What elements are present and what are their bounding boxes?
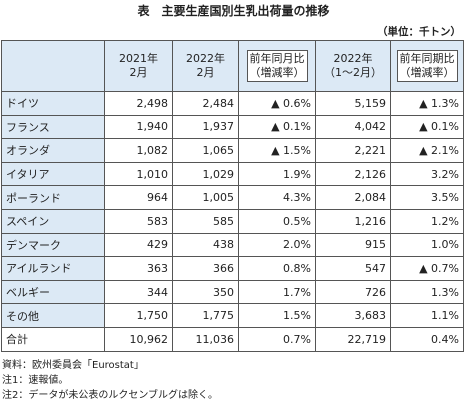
row-label: アイルランド: [1, 256, 105, 281]
cell: 1,065: [172, 138, 239, 163]
cell: 583: [104, 208, 173, 234]
cell: 2,221: [315, 138, 391, 163]
cell: 366: [172, 256, 239, 281]
note: 注2：データが未公表のルクセンブルグは除く。: [2, 390, 219, 401]
cell: 1.9%: [238, 161, 316, 187]
cell: 1,010: [104, 161, 173, 187]
row-label: イタリア: [1, 161, 105, 187]
cell: 4,042: [315, 114, 391, 140]
cell: 1,216: [315, 208, 391, 234]
cell: 1,029: [172, 161, 239, 187]
cell: ▲ 0.1%: [238, 114, 316, 140]
cell: 1.5%: [238, 303, 316, 328]
table-row: ドイツ 2,498 2,484 ▲ 0.6% 5,159 ▲ 1.3%: [1, 91, 464, 116]
cell: 429: [104, 232, 173, 258]
row-label: ベルギー: [1, 279, 105, 305]
table-row: ポーランド 964 1,005 4.3% 2,084 3.5%: [1, 185, 464, 210]
row-label: オランダ: [1, 138, 105, 163]
table-row: ベルギー 344 350 1.7% 726 1.3%: [1, 279, 464, 305]
cell: 0.8%: [238, 256, 316, 281]
cell: 11,036: [172, 326, 239, 352]
header-text: 前年同月比 （増減率）: [246, 50, 308, 82]
cell: ▲ 0.6%: [238, 91, 316, 116]
column-header: 2022年 （1～2月）: [315, 40, 391, 92]
cell: 2,498: [104, 91, 173, 116]
header-text: 前年同期比 （増減率）: [396, 50, 458, 82]
unit: （単位：千トン）: [377, 26, 461, 38]
column-header: 前年同月比 （増減率）: [238, 40, 316, 92]
cell: 350: [172, 279, 239, 305]
cell: ▲ 1.5%: [238, 138, 316, 163]
table-row: スペイン 583 585 0.5% 1,216 1.2%: [1, 208, 464, 234]
cell: 3.5%: [390, 185, 464, 210]
cell: 344: [104, 279, 173, 305]
table-row: イタリア 1,010 1,029 1.9% 2,126 3.2%: [1, 161, 464, 187]
cell: 1,940: [104, 114, 173, 140]
cell: 3,683: [315, 303, 391, 328]
cell: 915: [315, 232, 391, 258]
row-label: デンマーク: [1, 232, 105, 258]
column-header: [1, 40, 105, 92]
cell: 2,084: [315, 185, 391, 210]
cell: 1.2%: [390, 208, 464, 234]
cell: 1.3%: [390, 279, 464, 305]
table: 2021年 2月 2022年 2月 前年同月比 （増減率） 2022年 （1～2月）前…: [1, 40, 464, 352]
title: 表 主要生産国別生乳出荷量の推移: [137, 4, 330, 18]
cell: 1,750: [104, 303, 173, 328]
table-row: 合計 10,962 11,036 0.7% 22,719 0.4%: [1, 326, 464, 352]
table-row: デンマーク 429 438 2.0% 915 1.0%: [1, 232, 464, 258]
table-row: オランダ 1,082 1,065 ▲ 1.5% 2,221 ▲ 2.1%: [1, 138, 464, 163]
row-label: フランス: [1, 114, 105, 140]
row-label: 合計: [1, 326, 105, 352]
cell: ▲ 1.3%: [390, 91, 464, 116]
cell: 1.1%: [390, 303, 464, 328]
table-row: その他 1,750 1,775 1.5% 3,683 1.1%: [1, 303, 464, 328]
notes: 資料：欧州委員会「Eurostat」 注1：速報値。注2：データが未公表のルクセン…: [2, 358, 218, 403]
row-label: スペイン: [1, 208, 105, 234]
table-row: フランス 1,940 1,937 ▲ 0.1% 4,042 ▲ 0.1%: [1, 114, 464, 140]
cell: 1.0%: [390, 232, 464, 258]
cell: 547: [315, 256, 391, 281]
cell: 585: [172, 208, 239, 234]
cell: 964: [104, 185, 173, 210]
cell: 2.0%: [238, 232, 316, 258]
cell: 1.7%: [238, 279, 316, 305]
row-label: ポーランド: [1, 185, 105, 210]
header-row: 2021年 2月 2022年 2月 前年同月比 （増減率） 2022年 （1～2月）前…: [1, 40, 464, 92]
cell: 0.4%: [390, 326, 464, 352]
table-row: アイルランド 363 366 0.8% 547 ▲ 0.7%: [1, 256, 464, 281]
note: 資料：欧州委員会「Eurostat」: [2, 360, 144, 371]
cell: ▲ 0.1%: [390, 114, 464, 140]
cell: 1,937: [172, 114, 239, 140]
cell: 438: [172, 232, 239, 258]
cell: 22,719: [315, 326, 391, 352]
cell: 1,082: [104, 138, 173, 163]
column-header: 2021年 2月: [104, 40, 173, 92]
cell: 2,126: [315, 161, 391, 187]
row-label: その他: [1, 303, 105, 328]
cell: ▲ 0.7%: [390, 256, 464, 281]
cell: 10,962: [104, 326, 173, 352]
cell: 2,484: [172, 91, 239, 116]
column-header: 前年同期比 （増減率）: [390, 40, 464, 92]
cell: 4.3%: [238, 185, 316, 210]
note: 注1：速報値。: [2, 375, 69, 386]
cell: 726: [315, 279, 391, 305]
cell: ▲ 2.1%: [390, 138, 464, 163]
column-header: 2022年 2月: [172, 40, 239, 92]
cell: 0.7%: [238, 326, 316, 352]
cell: 3.2%: [390, 161, 464, 187]
cell: 5,159: [315, 91, 391, 116]
cell: 1,775: [172, 303, 239, 328]
cell: 1,005: [172, 185, 239, 210]
row-label: ドイツ: [1, 91, 105, 116]
cell: 363: [104, 256, 173, 281]
cell: 0.5%: [238, 208, 316, 234]
